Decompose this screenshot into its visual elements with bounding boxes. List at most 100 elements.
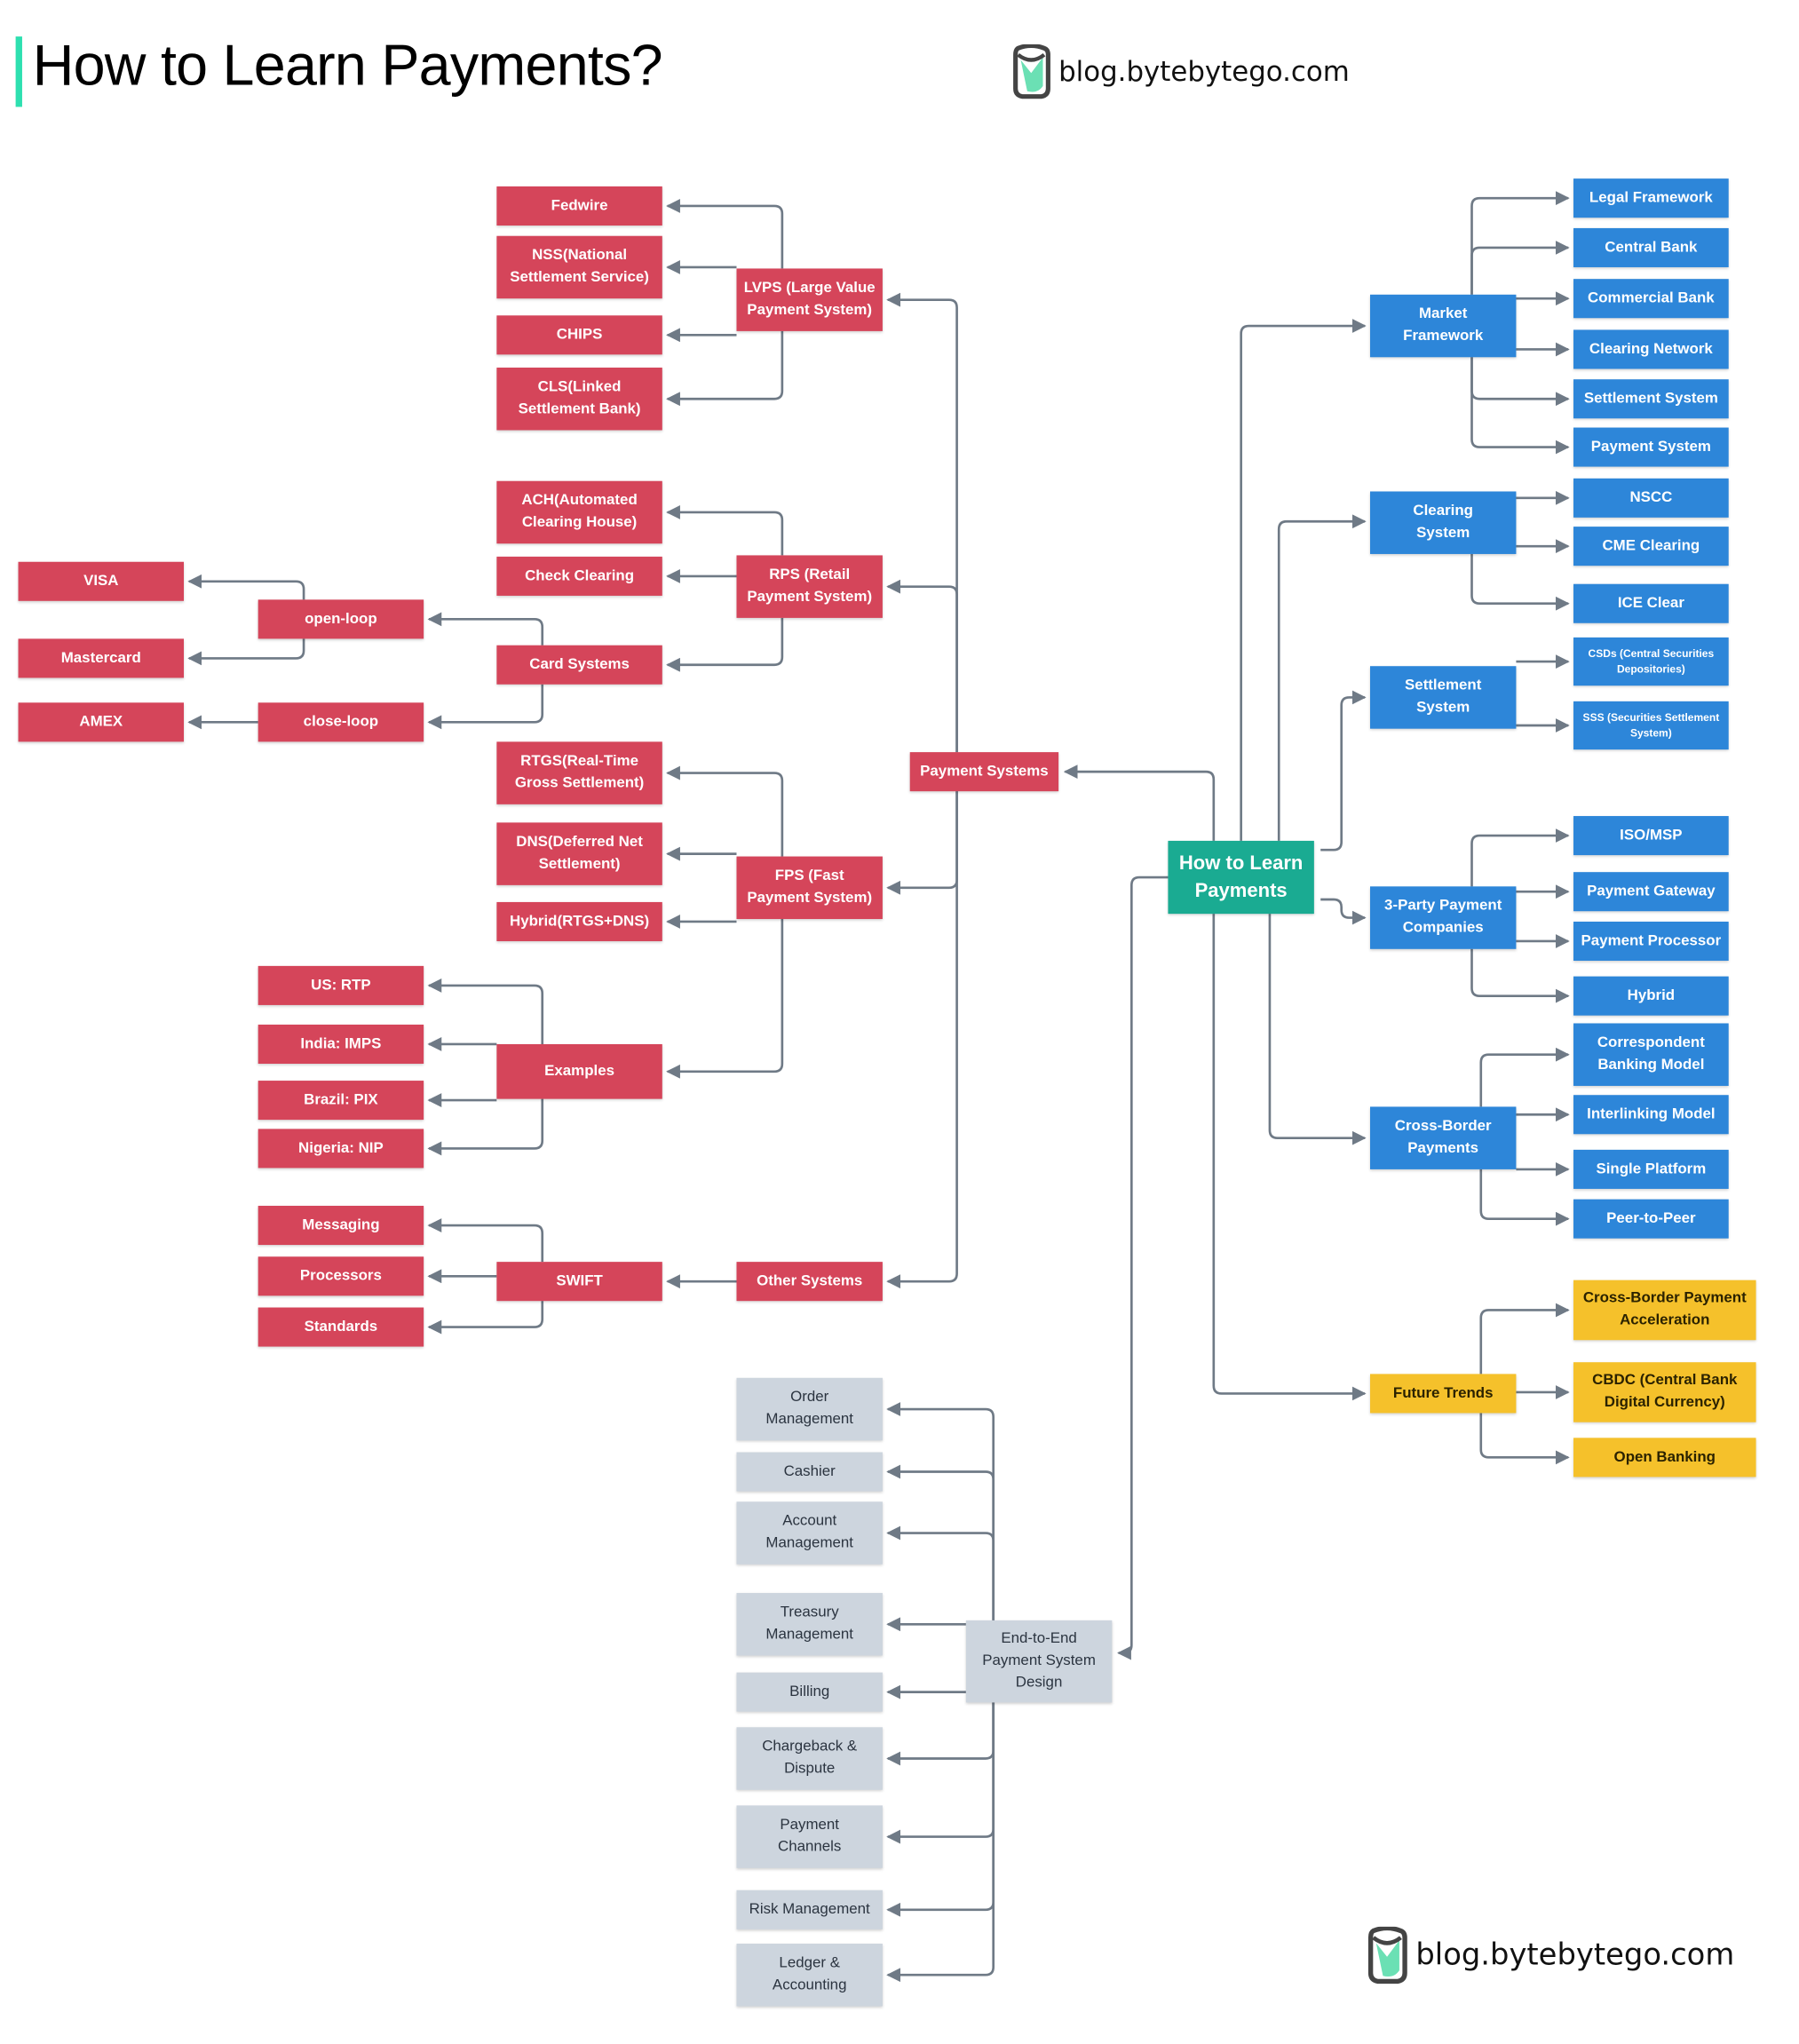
node-billing[interactable]: Billing: [736, 1672, 883, 1712]
connector-clearing-ice: [1470, 553, 1570, 611]
node-nscc[interactable]: NSCC: [1573, 478, 1729, 518]
node-cbdc[interactable]: CBDC (Central Bank Digital Currency): [1573, 1362, 1756, 1422]
connector-center-settlement: [1320, 690, 1367, 852]
node-nigeria[interactable]: Nigeria: NIP: [258, 1129, 424, 1169]
connector-openloop-mastercard: [187, 638, 305, 666]
node-correspondent[interactable]: Correspondent Banking Model: [1573, 1023, 1729, 1086]
node-paysys[interactable]: Payment System: [1573, 427, 1729, 467]
node-messaging[interactable]: Messaging: [258, 1206, 424, 1246]
brand-footer[interactable]: blog.bytebytego.com: [1367, 1926, 1735, 1985]
node-future[interactable]: Future Trends: [1369, 1374, 1517, 1414]
connector-e2e-channels: [886, 1702, 995, 1844]
node-processor[interactable]: Payment Processor: [1573, 921, 1729, 962]
node-treasury[interactable]: Treasury Management: [736, 1593, 883, 1656]
node-cls[interactable]: CLS(Linked Settlement Bank): [496, 368, 662, 431]
node-cme[interactable]: CME Clearing: [1573, 527, 1729, 566]
connector-center-e2e: [1117, 875, 1169, 1660]
connector-e2e-ledger: [886, 1702, 995, 1983]
node-legal[interactable]: Legal Framework: [1573, 178, 1729, 218]
node-fedwire[interactable]: Fedwire: [496, 186, 662, 226]
node-ach[interactable]: ACH(Automated Clearing House): [496, 480, 662, 544]
node-cashier[interactable]: Cashier: [736, 1452, 883, 1492]
node-clearnet[interactable]: Clearing Network: [1573, 329, 1729, 369]
connector-lvps-fedwire: [666, 199, 784, 269]
node-swift[interactable]: SWIFT: [496, 1262, 662, 1302]
page-title: How to Learn Payments?: [32, 34, 663, 99]
connector-swift-messaging: [427, 1218, 544, 1263]
node-check[interactable]: Check Clearing: [496, 556, 662, 596]
node-chips[interactable]: CHIPS: [496, 315, 662, 355]
node-brazil[interactable]: Brazil: PIX: [258, 1081, 424, 1121]
node-market[interactable]: Market Framework: [1369, 294, 1517, 358]
connector-thirdparty-hybrid: [1470, 948, 1570, 1003]
node-standards[interactable]: Standards: [258, 1307, 424, 1347]
node-order[interactable]: Order Management: [736, 1377, 883, 1441]
node-rtgs[interactable]: RTGS(Real-Time Gross Settlement): [496, 741, 662, 804]
node-mastercard[interactable]: Mastercard: [18, 638, 185, 678]
connector-market-settlesys: [1470, 357, 1570, 407]
node-risk[interactable]: Risk Management: [736, 1890, 883, 1929]
connector-fps-examples: [666, 919, 784, 1079]
node-crossborder[interactable]: Cross-Border Payments: [1369, 1106, 1517, 1169]
connector-market-legal: [1470, 191, 1570, 295]
node-p2p[interactable]: Peer-to-Peer: [1573, 1199, 1729, 1239]
node-commercial[interactable]: Commercial Bank: [1573, 279, 1729, 319]
node-iso[interactable]: ISO/MSP: [1573, 816, 1729, 856]
connector-e2e-account: [886, 1525, 995, 1620]
node-ice[interactable]: ICE Clear: [1573, 583, 1729, 623]
brand-text: blog.bytebytego.com: [1415, 1938, 1735, 1973]
node-visa[interactable]: VISA: [18, 561, 185, 601]
connector-market-centralbank: [1470, 241, 1570, 295]
node-hybrid[interactable]: Hybrid: [1573, 976, 1729, 1016]
node-nss[interactable]: NSS(National Settlement Service): [496, 235, 662, 299]
connector-card-closeloop: [427, 684, 544, 730]
node-closeloop[interactable]: close-loop: [258, 702, 424, 742]
node-center[interactable]: How to Learn Payments: [1168, 840, 1314, 915]
node-centralbank[interactable]: Central Bank: [1573, 227, 1729, 267]
node-gateway[interactable]: Payment Gateway: [1573, 872, 1729, 912]
connector-ps-other: [886, 791, 958, 1289]
connector-e2e-order: [886, 1402, 995, 1620]
node-other[interactable]: Other Systems: [736, 1262, 883, 1302]
node-csds[interactable]: CSDs (Central Securities Depositories): [1573, 637, 1729, 686]
node-examples[interactable]: Examples: [496, 1043, 662, 1099]
node-account[interactable]: Account Management: [736, 1501, 883, 1565]
node-openloop[interactable]: open-loop: [258, 599, 424, 639]
node-interlinking[interactable]: Interlinking Model: [1573, 1095, 1729, 1135]
node-single[interactable]: Single Platform: [1573, 1149, 1729, 1189]
node-ledger[interactable]: Ledger & Accounting: [736, 1943, 883, 2007]
node-ps[interactable]: Payment Systems: [909, 752, 1059, 792]
node-usrtp[interactable]: US: RTP: [258, 965, 424, 1005]
connector-rps-card: [666, 617, 784, 672]
node-sss[interactable]: SSS (Securities Settlement System): [1573, 701, 1729, 750]
node-fps[interactable]: FPS (Fast Payment System): [736, 856, 883, 920]
node-settlement[interactable]: Settlement System: [1369, 666, 1517, 729]
node-channels[interactable]: Payment Channels: [736, 1805, 883, 1868]
node-hybridrd[interactable]: Hybrid(RTGS+DNS): [496, 901, 662, 941]
node-rps[interactable]: RPS (Retail Payment System): [736, 555, 883, 618]
connector-swift-standards: [427, 1301, 544, 1335]
brand-header[interactable]: blog.bytebytego.com: [1011, 44, 1350, 99]
connector-center-clearing: [1277, 514, 1367, 841]
node-settlesys[interactable]: Settlement System: [1573, 379, 1729, 419]
node-thirdparty[interactable]: 3-Party Payment Companies: [1369, 886, 1517, 949]
connector-thirdparty-iso: [1470, 828, 1570, 887]
node-chargeback[interactable]: Chargeback & Dispute: [736, 1727, 883, 1790]
connector-examples-usrtp: [427, 978, 544, 1044]
connector-e2e-cashier: [886, 1464, 995, 1620]
node-e2e[interactable]: End-to-End Payment System Design: [965, 1620, 1113, 1703]
node-openbanking[interactable]: Open Banking: [1573, 1438, 1756, 1478]
node-cbaccel[interactable]: Cross-Border Payment Acceleration: [1573, 1279, 1756, 1341]
node-dns[interactable]: DNS(Deferred Net Settlement): [496, 822, 662, 885]
node-amex[interactable]: AMEX: [18, 702, 185, 742]
connector-future-cbaccel: [1479, 1303, 1570, 1375]
node-processors[interactable]: Processors: [258, 1256, 424, 1296]
node-card[interactable]: Card Systems: [496, 645, 662, 685]
node-lvps[interactable]: LVPS (Large Value Payment System): [736, 268, 883, 331]
connector-ps-fps: [886, 791, 958, 895]
node-clearing[interactable]: Clearing System: [1369, 491, 1517, 554]
bytebytego-logo-icon: [1013, 44, 1050, 99]
node-india[interactable]: India: IMPS: [258, 1024, 424, 1064]
